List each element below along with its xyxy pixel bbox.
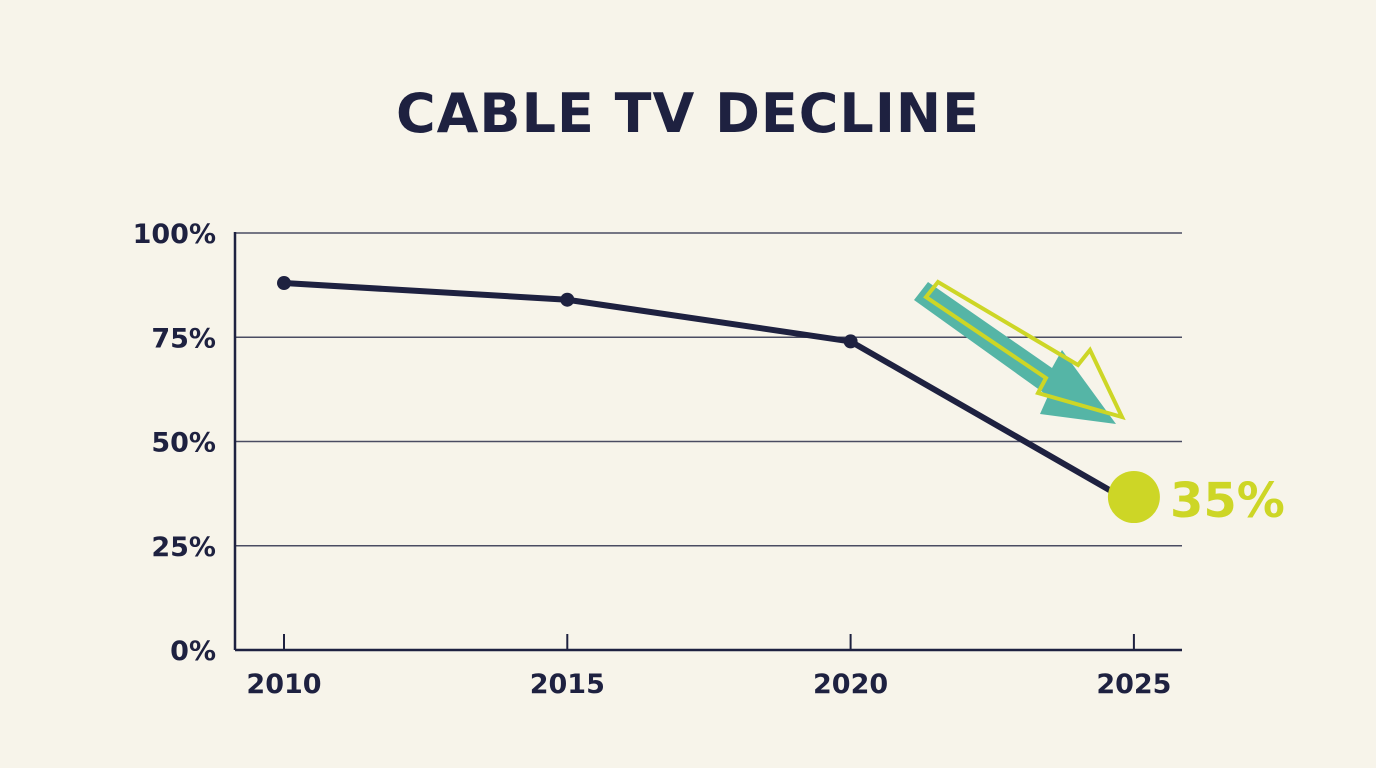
x-tick-label: 2015 xyxy=(530,669,605,700)
y-tick-label: 0% xyxy=(170,636,216,667)
trend-arrow-icon xyxy=(914,279,1126,424)
series-line xyxy=(283,280,1136,507)
x-tick-label: 2020 xyxy=(813,669,888,700)
data-point xyxy=(843,334,858,349)
y-tick-label: 50% xyxy=(151,428,216,459)
highlight-point xyxy=(1107,471,1160,524)
x-tick-label: 2025 xyxy=(1096,669,1171,700)
chart-title: CABLE TV DECLINE xyxy=(395,82,981,145)
y-tick-label: 25% xyxy=(151,532,216,563)
x-tick-label: 2010 xyxy=(246,669,321,700)
annotation-label: 35% xyxy=(1170,473,1285,529)
y-tick-label: 100% xyxy=(133,219,216,250)
data-point xyxy=(560,292,575,307)
y-tick-label: 75% xyxy=(151,323,216,354)
data-point xyxy=(277,276,291,291)
